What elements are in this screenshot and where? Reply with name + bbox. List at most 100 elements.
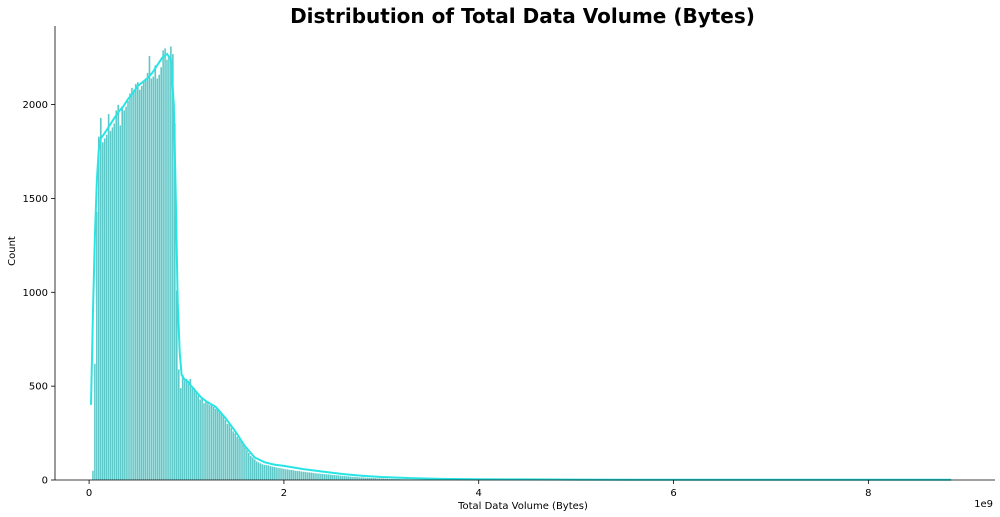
histogram-bar [126,100,130,481]
histogram-bar [200,397,204,481]
histogram-bar [274,467,278,481]
histogram-bar [138,89,141,481]
histogram-bar [261,463,264,481]
histogram-bar [136,81,139,481]
histogram-bar [286,469,289,481]
histogram-bar [337,475,340,481]
histogram-bar [312,472,315,481]
histogram-bar [216,408,219,481]
histogram-bar [144,78,147,481]
histogram-bar [356,476,360,481]
histogram-bar [101,141,104,481]
histogram-bar [329,474,332,481]
histogram-bar [105,134,108,481]
histogram-bar [284,468,287,481]
histogram-bar [237,438,241,481]
histogram-bar [319,473,323,481]
histogram-bar [202,402,206,481]
x-tick-label: 8 [865,488,871,499]
histogram-bar [228,423,231,481]
histogram-bar [308,472,311,481]
histogram-bar [230,427,233,481]
histogram-bar [325,474,328,481]
histogram-bar [185,378,188,481]
histogram-bar [163,48,167,481]
histogram-bar [208,404,212,481]
kde-curve [90,52,952,481]
x-tick-label: 6 [670,488,676,499]
histogram-bar [317,473,321,481]
histogram-bar [304,471,307,481]
x-axis-offset-label: 1e9 [974,499,993,510]
histogram-bar [349,476,352,481]
x-tick-label: 4 [476,488,482,499]
histogram-bar [156,78,159,481]
histogram-bar [191,385,194,481]
y-tick-label: 0 [42,476,48,487]
histogram-bar [97,136,100,481]
histogram-bar [177,369,180,481]
histogram-bar [354,476,358,481]
histogram-bar [169,46,173,481]
histogram-bar [360,477,363,481]
histogram-bar [181,374,184,481]
histogram-bar [103,138,106,481]
histogram-bar [121,106,124,481]
histogram-bar [236,436,239,481]
histogram-bar [280,468,284,481]
histogram-bar [128,93,132,481]
histogram-bar [165,59,169,481]
histogram-bar [339,475,342,481]
histogram-bar [306,471,309,481]
y-axis-label: Count [7,236,18,266]
histogram-bar [99,117,102,481]
histogram-bar [109,130,112,481]
y-tick-label: 2000 [23,100,48,111]
histogram-bar [199,399,202,481]
histogram-bar [150,78,153,481]
x-axis-ticks: 0 2 4 6 8 [86,480,872,499]
histogram-bar [273,466,276,481]
histogram-bar [343,475,346,481]
histogram-bars [91,46,473,481]
histogram-bar [276,467,280,481]
histogram-bar [321,473,324,481]
histogram-bar [249,455,252,481]
histogram-bar [259,462,262,481]
histogram-bar [142,80,145,481]
histogram-bar [253,459,256,481]
histogram-bar [220,414,223,481]
histogram-bar [146,72,149,481]
histogram-bar [257,462,260,481]
histogram-bar [241,444,245,481]
histogram-bar [119,125,122,481]
y-tick-label: 500 [29,382,48,393]
histogram-bar [140,85,143,481]
histogram-bar [352,476,356,481]
histogram-bar [91,470,95,481]
histogram-bar [158,74,161,481]
histogram-bar [134,83,137,481]
x-tick-label: 0 [86,488,92,499]
histogram-bar [210,404,213,481]
histogram-bar [255,461,258,481]
histogram-bar [282,468,286,481]
histogram-bar [93,363,97,481]
histogram-bar [296,470,299,481]
histogram-bar [218,412,221,481]
histogram-bar [115,110,118,481]
histogram-bar [290,469,293,481]
histogram-bar [111,126,114,481]
histogram-bar [335,474,338,481]
histogram-bar [148,55,151,481]
histogram-bar [124,106,128,481]
y-axis-ticks: 0 500 1000 1500 2000 [23,100,55,487]
histogram-bar [95,211,99,481]
histogram-bar [130,87,134,481]
histogram-bar [327,474,330,481]
histogram-bar [224,419,227,481]
histogram-bar [310,472,313,481]
histogram-bar [350,476,354,481]
histogram-bar [152,76,155,481]
